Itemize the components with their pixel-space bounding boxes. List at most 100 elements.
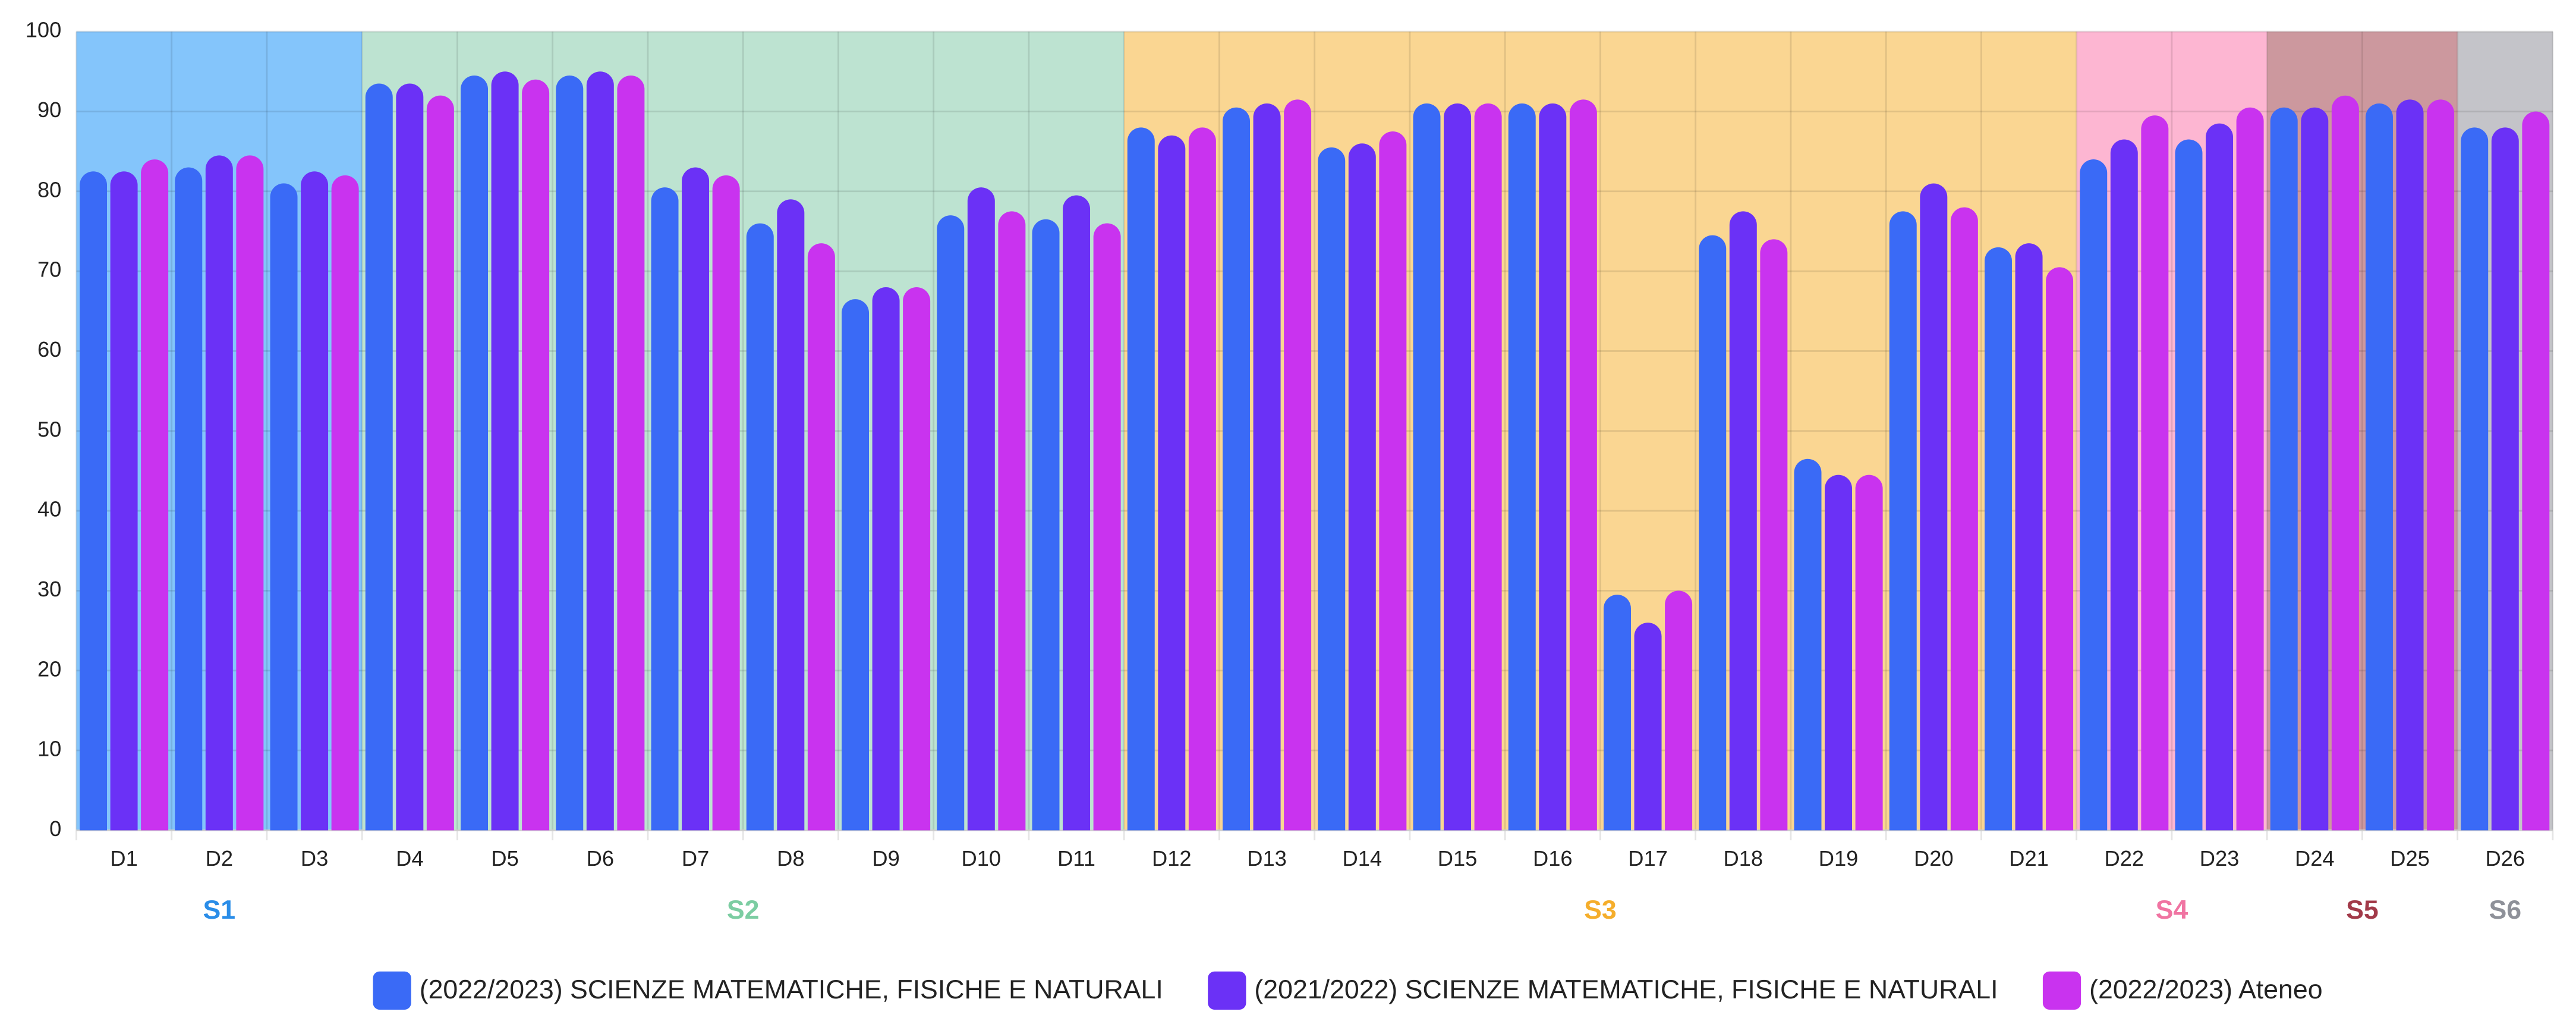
section-label: S4 bbox=[2156, 896, 2188, 925]
section-label: S3 bbox=[1584, 896, 1617, 925]
x-tick-label: D18 bbox=[1723, 846, 1763, 871]
legend-label: (2022/2023) Ateneo bbox=[2089, 975, 2322, 1004]
x-tick-label: D5 bbox=[491, 846, 518, 871]
y-tick-label: 10 bbox=[37, 737, 61, 761]
bar bbox=[2236, 107, 2264, 831]
bar bbox=[1474, 103, 1502, 831]
bar bbox=[1950, 207, 1978, 831]
section-background bbox=[2267, 32, 2458, 831]
bar bbox=[2270, 107, 2298, 831]
bar bbox=[617, 76, 645, 831]
bar bbox=[461, 76, 489, 831]
bar bbox=[1223, 107, 1250, 831]
bar bbox=[1985, 247, 2012, 831]
bar bbox=[872, 287, 900, 831]
bar bbox=[141, 159, 169, 831]
x-tick-label: D16 bbox=[1533, 846, 1573, 871]
y-tick-label: 90 bbox=[37, 98, 61, 122]
bar bbox=[1158, 135, 1186, 831]
bar bbox=[2015, 243, 2043, 831]
y-tick-label: 50 bbox=[37, 417, 61, 441]
y-tick-label: 70 bbox=[37, 257, 61, 282]
bar bbox=[1539, 103, 1567, 831]
section-label: S6 bbox=[2489, 896, 2521, 925]
bar bbox=[1634, 623, 1662, 831]
bar bbox=[2396, 99, 2424, 831]
bar bbox=[110, 171, 138, 831]
bar bbox=[2206, 123, 2234, 831]
x-tick-label: D9 bbox=[872, 846, 899, 871]
bar bbox=[1665, 590, 1693, 831]
bar bbox=[1093, 223, 1121, 831]
x-tick-label: D11 bbox=[1057, 846, 1095, 871]
bar bbox=[2491, 127, 2519, 831]
x-tick-label: D3 bbox=[301, 846, 328, 871]
section-background bbox=[362, 32, 1125, 831]
x-tick-label: D15 bbox=[1438, 846, 1478, 871]
section-label: S1 bbox=[203, 896, 236, 925]
x-tick-label: D23 bbox=[2200, 846, 2240, 871]
x-tick-label: D8 bbox=[777, 846, 804, 871]
legend-swatch bbox=[1208, 971, 1246, 1010]
bar bbox=[331, 175, 359, 831]
bar bbox=[807, 243, 835, 831]
bar bbox=[777, 199, 805, 831]
bar bbox=[651, 187, 679, 831]
bar bbox=[2141, 115, 2169, 831]
x-tick-label: D14 bbox=[1343, 846, 1383, 871]
bar bbox=[236, 155, 264, 831]
bar bbox=[682, 167, 710, 831]
x-tick-label: D20 bbox=[1914, 846, 1954, 871]
y-tick-label: 20 bbox=[37, 656, 61, 681]
bar bbox=[2175, 139, 2203, 831]
bar bbox=[1444, 103, 1472, 831]
bar bbox=[522, 79, 550, 831]
bar bbox=[1825, 475, 1853, 831]
bar bbox=[998, 211, 1026, 831]
bar bbox=[365, 83, 393, 831]
x-tick-label: D2 bbox=[206, 846, 233, 871]
bar bbox=[1604, 595, 1631, 831]
bar bbox=[842, 299, 869, 831]
x-tick-label: D26 bbox=[2485, 846, 2525, 871]
bar bbox=[1729, 211, 1757, 831]
bar bbox=[746, 223, 774, 831]
bar bbox=[491, 71, 519, 831]
y-tick-label: 60 bbox=[37, 337, 61, 362]
bar bbox=[556, 76, 584, 831]
x-tick-label: D19 bbox=[1819, 846, 1859, 871]
bar bbox=[1127, 127, 1155, 831]
bar bbox=[2461, 127, 2489, 831]
bar bbox=[2080, 159, 2108, 831]
bar bbox=[396, 83, 424, 831]
bar bbox=[2110, 139, 2138, 831]
x-tick-label: D24 bbox=[2295, 846, 2335, 871]
legend-swatch bbox=[373, 971, 411, 1010]
bar bbox=[80, 171, 108, 831]
section-background bbox=[2076, 32, 2268, 831]
bar bbox=[1413, 103, 1441, 831]
bar bbox=[426, 95, 454, 831]
bar bbox=[301, 171, 329, 831]
x-tick-label: D21 bbox=[2009, 846, 2049, 871]
y-tick-label: 30 bbox=[37, 577, 61, 601]
x-tick-label: D22 bbox=[2104, 846, 2144, 871]
bar bbox=[1318, 147, 1346, 831]
x-tick-label: D25 bbox=[2390, 846, 2430, 871]
x-tick-label: D13 bbox=[1247, 846, 1287, 871]
bar bbox=[2522, 111, 2550, 831]
x-tick-label: D4 bbox=[396, 846, 423, 871]
x-tick-label: D1 bbox=[110, 846, 137, 871]
bar bbox=[586, 71, 614, 831]
bar bbox=[1253, 103, 1281, 831]
bar bbox=[1063, 195, 1091, 831]
bar bbox=[1569, 99, 1597, 831]
y-tick-label: 40 bbox=[37, 497, 61, 521]
x-tick-label: D6 bbox=[587, 846, 614, 871]
legend-label: (2022/2023) SCIENZE MATEMATICHE, FISICHE… bbox=[420, 975, 1163, 1004]
bar bbox=[1855, 475, 1883, 831]
y-tick-label: 0 bbox=[49, 816, 61, 841]
bar bbox=[1188, 127, 1216, 831]
y-tick-label: 100 bbox=[26, 18, 62, 42]
bar bbox=[1760, 239, 1788, 831]
